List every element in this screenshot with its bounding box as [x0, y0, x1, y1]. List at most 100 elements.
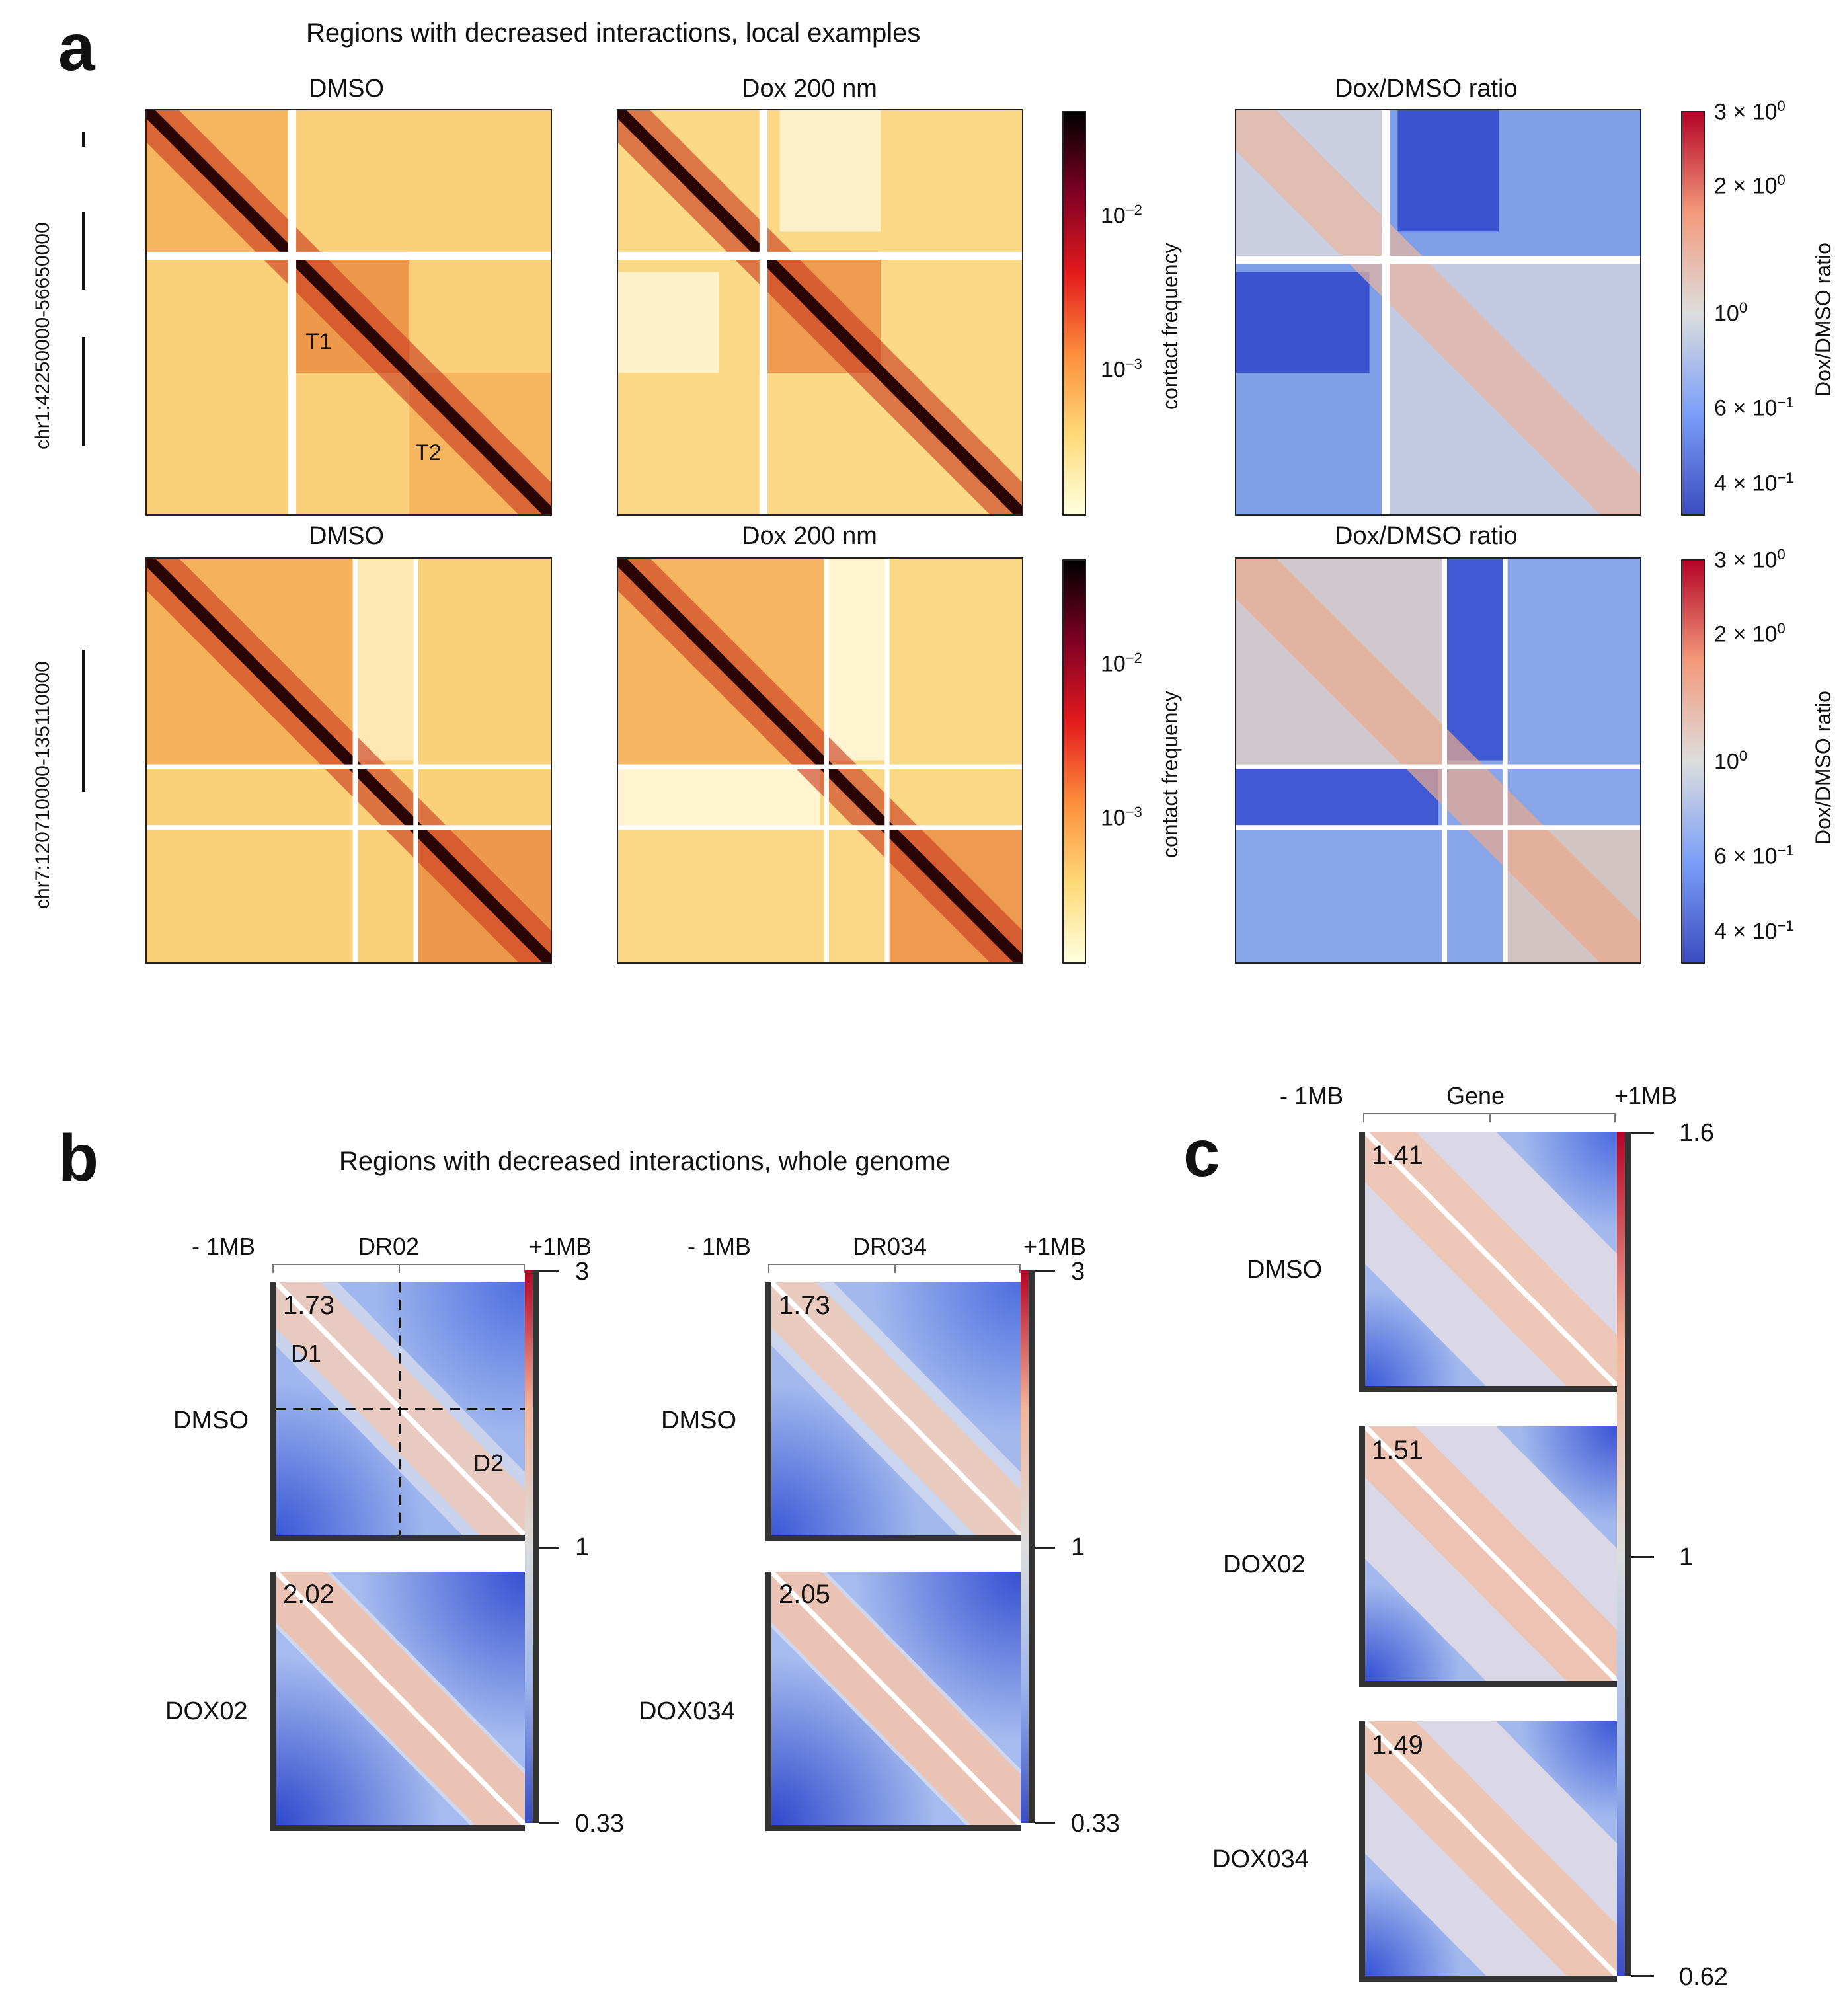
b2-tick-label-3: 3 [1071, 1258, 1085, 1286]
apa-c-dox034 [1359, 1721, 1617, 1982]
c-tick-16 [1631, 1132, 1654, 1134]
ratio-tick-04-row1: 4 × 10−1 [1714, 469, 1794, 496]
b2-tick-label-033: 0.33 [1071, 1810, 1120, 1838]
c-colorbar [1617, 1132, 1631, 1976]
heatmap-row1-dmso [145, 109, 552, 516]
c-row1-value: 1.41 [1372, 1141, 1423, 1170]
b1-row1-label: DMSO [173, 1407, 249, 1434]
b2-tick-033 [1035, 1822, 1055, 1824]
b2-row2-label: DOX034 [639, 1697, 735, 1725]
contact-colorbar-row1 [1062, 111, 1086, 516]
ratio-tick-2-row2: 2 × 100 [1714, 620, 1786, 647]
contact-colorbar-label-row1: contact frequency [1158, 243, 1182, 410]
ratio-tick-06-row1: 6 × 10−1 [1714, 394, 1794, 421]
heatmap-row1-dox [617, 109, 1023, 516]
ratio-tick-3-row2: 3 × 100 [1714, 546, 1786, 573]
c-tick-1 [1631, 1556, 1654, 1558]
b2-tick-1 [1035, 1547, 1055, 1549]
b1-row1-value: 1.73 [283, 1291, 334, 1320]
ratio-tick-1-row2: 100 [1714, 748, 1748, 775]
heatmap-row2-dox [617, 557, 1023, 964]
b2-colorbar [1021, 1270, 1035, 1823]
b2-center-label: DR034 [853, 1233, 927, 1260]
b1-bracket [272, 1264, 525, 1273]
b2-tick-label-1: 1 [1071, 1533, 1085, 1561]
c-tick-label-16: 1.6 [1679, 1119, 1714, 1147]
ratio-tick-06-row2: 6 × 10−1 [1714, 842, 1794, 869]
c-bracket [1363, 1113, 1616, 1122]
row1-title-dox: Dox 200 nm [742, 75, 877, 102]
panel-c-letter: c [1183, 1116, 1220, 1190]
annotation-t1: T1 [305, 329, 332, 354]
c-tick-label-062: 0.62 [1679, 1963, 1728, 1991]
c-tick-label-1: 1 [1679, 1543, 1694, 1571]
heatmap-row2-dmso [145, 557, 552, 964]
row1-title-dmso: DMSO [309, 75, 384, 102]
panel-a-letter: a [58, 11, 95, 85]
row1-track-1 [82, 132, 85, 147]
c-left-label: - 1MB [1280, 1082, 1344, 1109]
ratio-tick-3-row1: 3 × 100 [1714, 98, 1786, 125]
b1-tick-label-1: 1 [575, 1533, 590, 1561]
panel-b-title: Regions with decreased interactions, who… [339, 1147, 951, 1176]
b1-left-label: - 1MB [192, 1233, 256, 1260]
b2-row1-value: 1.73 [779, 1291, 830, 1320]
ratio-colorbar-row1 [1681, 111, 1705, 516]
c-row1-label: DMSO [1247, 1256, 1322, 1284]
b2-bracket [768, 1264, 1021, 1273]
apa-c-dmso [1359, 1132, 1617, 1392]
b2-right-label: +1MB [1023, 1233, 1087, 1260]
b2-row2-value: 2.05 [779, 1580, 830, 1609]
contact-tick-1e-2-row2: 10−2 [1101, 650, 1142, 677]
ratio-tick-04-row2: 4 × 10−1 [1714, 917, 1794, 945]
row2-title-dox: Dox 200 nm [742, 522, 877, 550]
apa-b2-dox [765, 1572, 1021, 1831]
row2-title-dmso: DMSO [309, 522, 384, 550]
heatmap-row1-ratio [1235, 109, 1641, 516]
apa-b1-dox [270, 1572, 525, 1831]
b1-center-label: DR02 [358, 1233, 420, 1260]
annotation-d2: D2 [473, 1450, 504, 1477]
panel-b-letter: b [58, 1121, 99, 1195]
c-row2-value: 1.51 [1372, 1436, 1423, 1465]
contact-colorbar-row2 [1062, 559, 1086, 964]
annotation-d1: D1 [291, 1340, 322, 1367]
c-tick-062 [1631, 1975, 1654, 1977]
row1-track-3 [82, 337, 85, 446]
row1-region-label: chr1:42250000-56650000 [32, 222, 54, 449]
b1-right-label: +1MB [529, 1233, 592, 1260]
contact-colorbar-label-row2: contact frequency [1158, 691, 1182, 858]
b2-left-label: - 1MB [687, 1233, 752, 1260]
row2-region-label: chr7:120710000-135110000 [32, 661, 54, 909]
b2-tick-3 [1035, 1270, 1055, 1272]
apa-b1-dmso [270, 1282, 525, 1541]
b1-tick-1 [539, 1547, 559, 1549]
b1-tick-label-033: 0.33 [575, 1810, 624, 1838]
c-row3-label: DOX034 [1212, 1845, 1309, 1873]
row2-track-1 [82, 650, 85, 792]
panel-a-title: Regions with decreased interactions, loc… [306, 19, 921, 48]
ratio-colorbar-label-row1: Dox/DMSO ratio [1811, 243, 1835, 397]
c-right-label: +1MB [1614, 1082, 1678, 1109]
ratio-tick-1-row1: 100 [1714, 299, 1748, 327]
b1-row2-label: DOX02 [165, 1697, 248, 1725]
row1-track-2 [82, 212, 85, 290]
contact-tick-1e-3-row1: 10−3 [1101, 356, 1142, 383]
ratio-tick-2-row1: 2 × 100 [1714, 172, 1786, 199]
b2-row1-label: DMSO [661, 1407, 736, 1434]
b1-tick-033 [539, 1822, 559, 1824]
apa-b2-dmso [765, 1282, 1021, 1541]
c-row3-value: 1.49 [1372, 1730, 1423, 1760]
ratio-colorbar-row2 [1681, 559, 1705, 964]
contact-tick-1e-2-row1: 10−2 [1101, 202, 1142, 229]
row1-title-ratio: Dox/DMSO ratio [1335, 75, 1518, 102]
b1-tick-3 [539, 1270, 559, 1272]
apa-c-dox02 [1359, 1426, 1617, 1687]
heatmap-row2-ratio [1235, 557, 1641, 964]
b1-colorbar [525, 1270, 539, 1823]
contact-tick-1e-3-row2: 10−3 [1101, 804, 1142, 831]
row2-title-ratio: Dox/DMSO ratio [1335, 522, 1518, 550]
ratio-colorbar-label-row2: Dox/DMSO ratio [1811, 691, 1835, 845]
annotation-t2: T2 [415, 440, 442, 465]
b1-row2-value: 2.02 [283, 1580, 334, 1609]
